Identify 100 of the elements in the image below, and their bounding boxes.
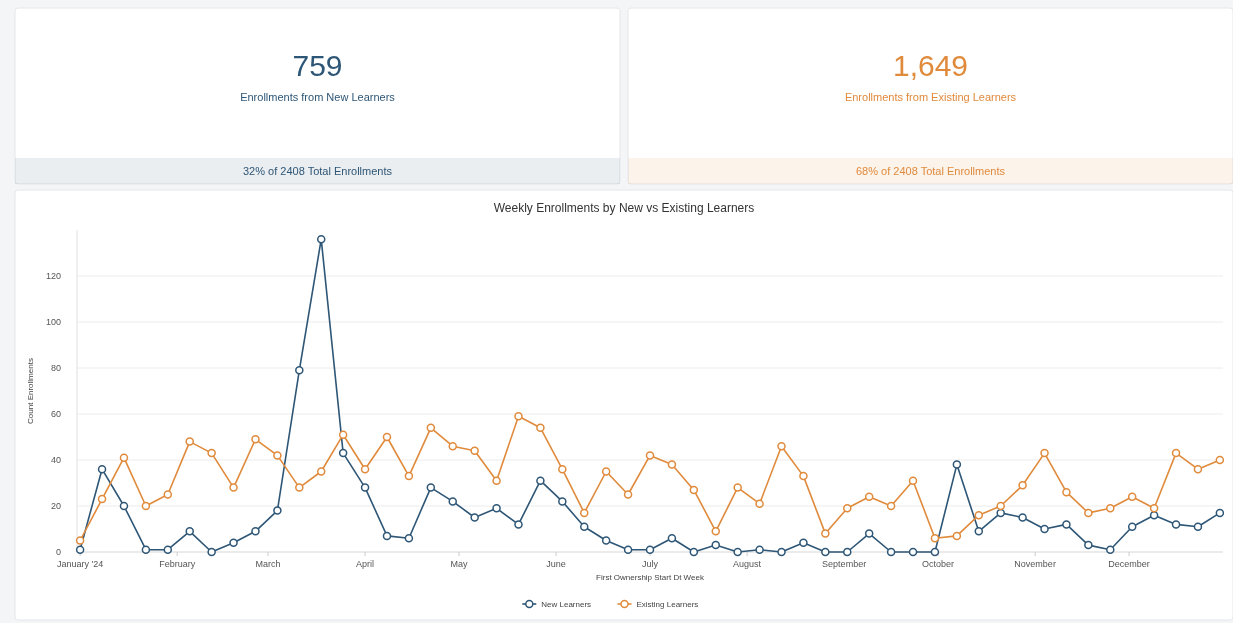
x-tick-label: January '24 (57, 559, 104, 569)
point (799, 538, 808, 548)
point (470, 513, 479, 522)
point (711, 527, 720, 536)
point (1193, 522, 1203, 531)
y-tick-label: 100 (45, 316, 61, 327)
point (1018, 513, 1027, 522)
y-tick-label: 40 (50, 454, 61, 465)
point (514, 412, 523, 421)
point (558, 464, 567, 474)
point (733, 483, 742, 492)
x-tick-label: May (450, 559, 468, 569)
point (558, 497, 567, 506)
point (996, 501, 1005, 511)
point (952, 531, 962, 541)
text: 68% of 2408 Total Enrollments (856, 165, 1006, 177)
x-tick-label: April (356, 559, 375, 569)
point (75, 545, 85, 554)
x-tick-label: August (733, 559, 762, 569)
point (580, 522, 589, 531)
point (1062, 520, 1071, 529)
point (338, 448, 348, 458)
point (295, 483, 304, 492)
legend-label: New Learners (541, 599, 592, 609)
x-tick-label: December (1108, 559, 1150, 569)
point (1127, 522, 1137, 531)
point (207, 448, 216, 458)
point (316, 467, 326, 476)
text: Enrollments from New Learners (240, 91, 396, 103)
point (1171, 448, 1181, 458)
legend-label: Existing Learners (636, 599, 699, 609)
text: 759 (292, 49, 343, 82)
point (1215, 508, 1225, 518)
point (536, 423, 545, 433)
point (843, 547, 852, 557)
point (821, 529, 830, 538)
point (1084, 508, 1093, 518)
point (930, 533, 940, 543)
point (1062, 487, 1071, 497)
point (601, 467, 611, 476)
point (1106, 545, 1115, 554)
point (996, 508, 1005, 518)
point (908, 547, 918, 557)
point (229, 538, 238, 548)
point (119, 453, 129, 462)
y-tick-label: 0 (55, 546, 61, 557)
point (601, 536, 611, 545)
point (1149, 510, 1159, 520)
point (1149, 504, 1159, 513)
point (864, 529, 874, 538)
point (229, 483, 238, 492)
point (514, 520, 523, 529)
x-tick-label: September (822, 559, 867, 569)
x-tick-label: July (641, 559, 659, 569)
point (667, 533, 677, 543)
point (360, 464, 370, 474)
point (163, 490, 173, 499)
point (1171, 520, 1181, 529)
point (426, 423, 436, 433)
point (974, 527, 984, 536)
point (930, 547, 940, 557)
point (141, 501, 151, 511)
point (864, 492, 874, 502)
point (295, 366, 304, 375)
point (185, 437, 194, 446)
point (843, 504, 852, 513)
x-axis-title: First Ownership Start Dt Week (596, 573, 705, 582)
point (75, 536, 85, 545)
point (492, 504, 501, 513)
point (426, 483, 436, 492)
point (1040, 448, 1049, 458)
x-tick-label: October (922, 559, 955, 569)
point (908, 476, 918, 485)
point (163, 545, 173, 554)
point (1215, 455, 1225, 465)
point (404, 471, 414, 481)
point (97, 494, 107, 504)
point (755, 545, 764, 554)
point (360, 483, 370, 492)
point (799, 471, 808, 481)
y-tick-label: 60 (50, 408, 61, 419)
point (251, 435, 260, 444)
point (141, 545, 151, 554)
x-tick-label: March (255, 559, 281, 569)
point (1084, 540, 1093, 550)
point (492, 476, 501, 485)
point (1127, 492, 1137, 502)
point (119, 501, 129, 511)
point (821, 547, 830, 557)
point (623, 490, 633, 499)
point (404, 533, 414, 543)
point (382, 531, 392, 541)
point (580, 508, 589, 518)
point (470, 446, 479, 456)
x-tick-label: November (1014, 559, 1056, 569)
point (689, 547, 699, 557)
point (689, 485, 699, 495)
point (886, 547, 896, 557)
point (755, 499, 764, 508)
point (448, 497, 457, 506)
